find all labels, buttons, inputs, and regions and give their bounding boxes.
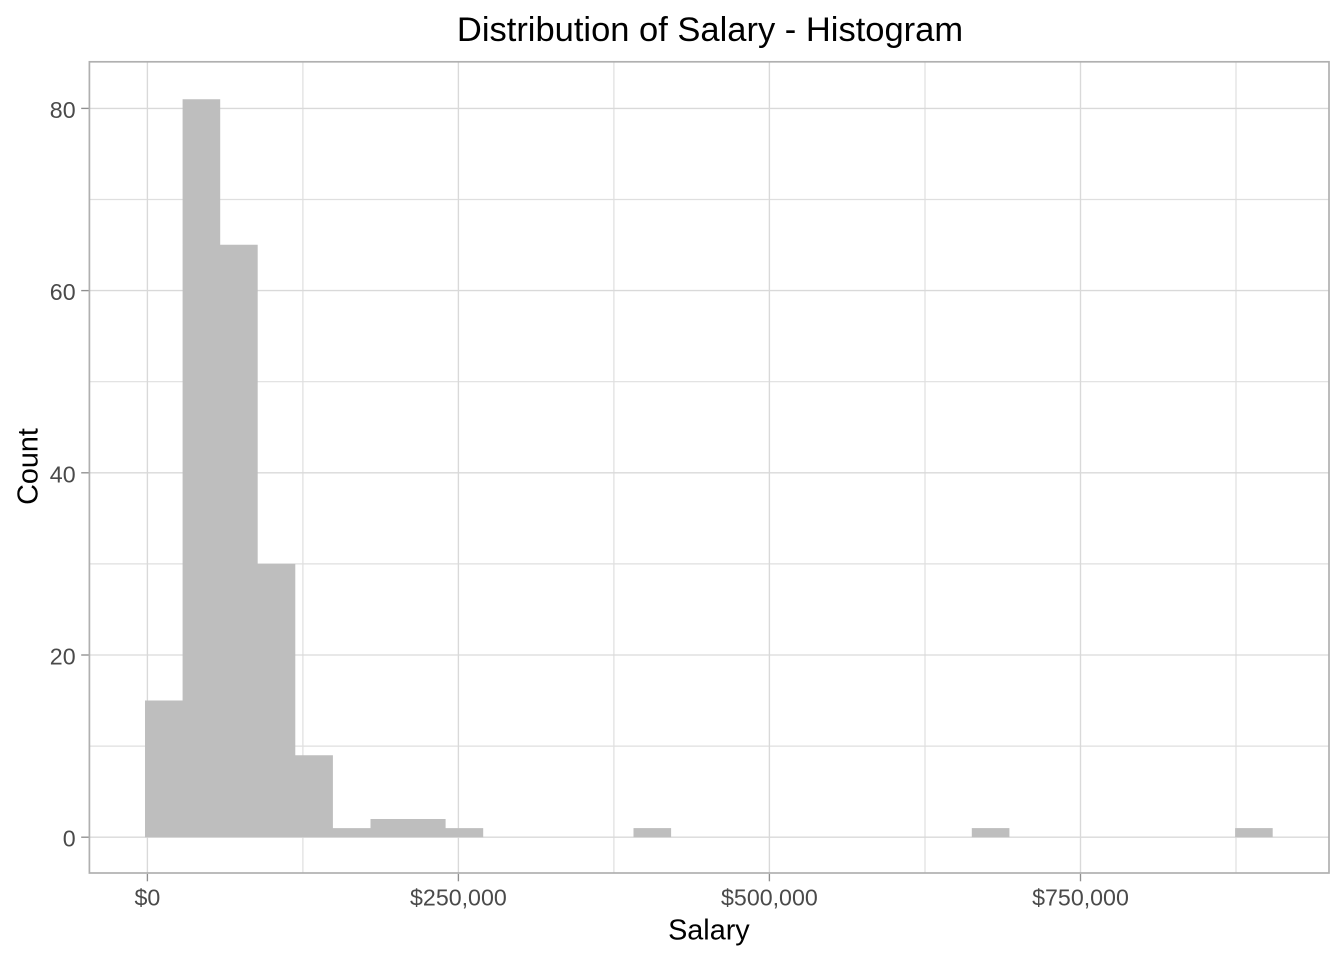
svg-text:20: 20: [50, 644, 76, 670]
svg-text:0: 0: [63, 826, 76, 852]
svg-text:$250,000: $250,000: [410, 884, 507, 910]
svg-text:$0: $0: [135, 884, 161, 910]
svg-text:Salary: Salary: [668, 915, 750, 947]
svg-text:$500,000: $500,000: [721, 884, 818, 910]
svg-text:80: 80: [50, 97, 76, 123]
svg-text:$750,000: $750,000: [1032, 884, 1129, 910]
svg-text:Count: Count: [13, 428, 45, 505]
svg-text:40: 40: [50, 461, 76, 487]
svg-text:Distribution of Salary - Histo: Distribution of Salary - Histogram: [457, 11, 963, 49]
svg-text:60: 60: [50, 279, 76, 305]
